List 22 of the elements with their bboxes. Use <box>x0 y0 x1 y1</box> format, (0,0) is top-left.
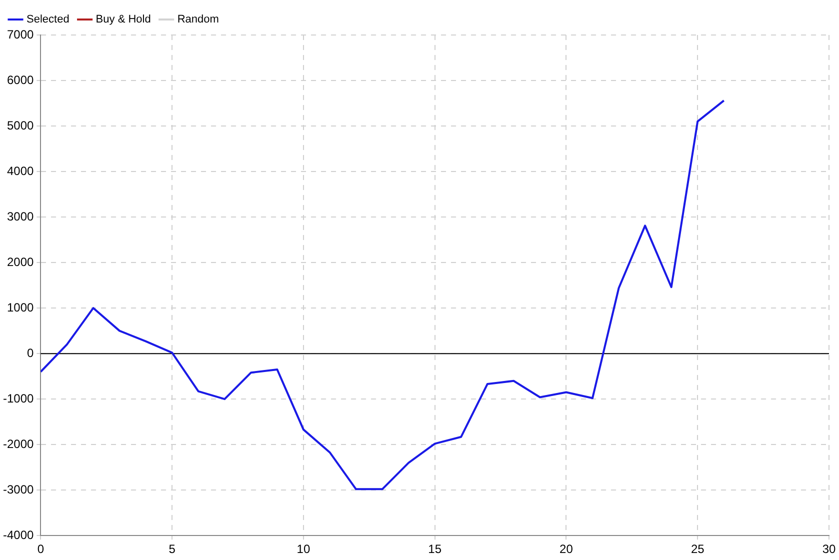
y-tick-label: 5000 <box>6 118 34 132</box>
y-tick-label: 1000 <box>6 300 34 314</box>
legend-label: Buy & Hold <box>96 14 151 26</box>
y-tick-label: 4000 <box>6 164 34 178</box>
x-tick-label: 5 <box>168 542 176 556</box>
x-tick-label: 15 <box>428 542 442 556</box>
y-tick-label: 0 <box>27 346 34 360</box>
x-tick-label: 25 <box>690 542 705 556</box>
x-tick-label: 10 <box>296 542 310 556</box>
legend-label: Random <box>177 14 219 26</box>
legend-label: Selected <box>26 14 70 26</box>
y-tick-label: -4000 <box>2 528 34 542</box>
y-tick-label: 7000 <box>6 27 34 42</box>
y-tick-label: 3000 <box>6 209 34 224</box>
y-tick-label: -2000 <box>2 436 34 451</box>
y-tick-label: 6000 <box>6 72 34 87</box>
x-tick-label: 0 <box>37 542 44 556</box>
x-tick-label: 30 <box>822 542 836 556</box>
y-tick-label: -3000 <box>2 482 34 496</box>
y-tick-label: -1000 <box>2 391 34 406</box>
y-tick-label: 2000 <box>6 254 34 269</box>
x-tick-label: 20 <box>560 542 574 556</box>
